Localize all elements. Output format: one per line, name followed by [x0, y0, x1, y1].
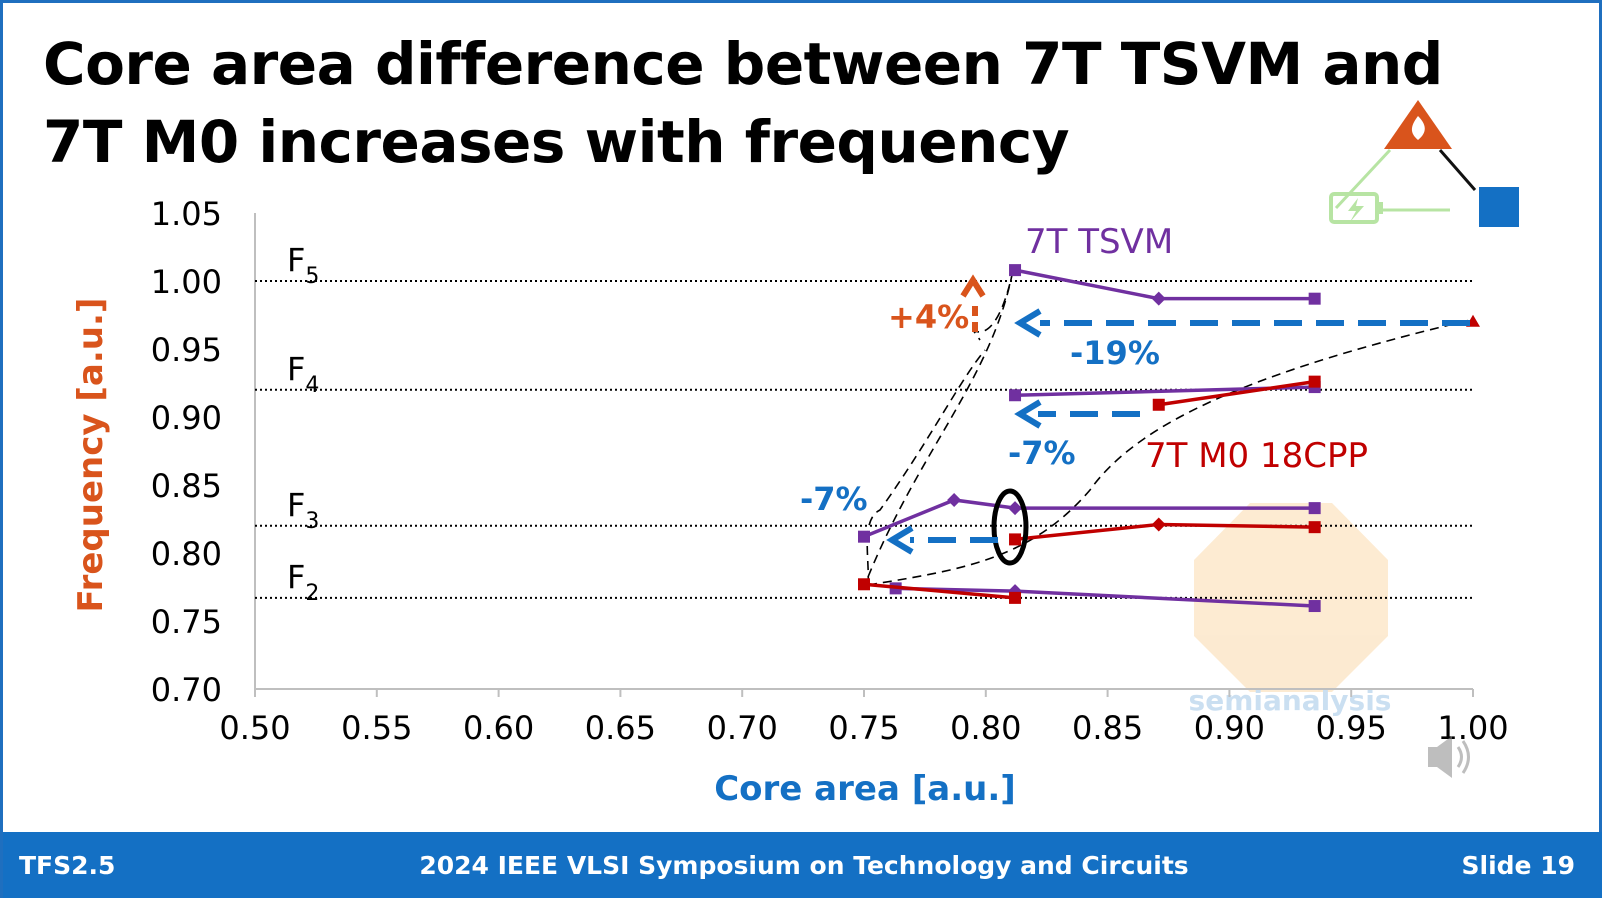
y-tick-label: 0.75 [151, 603, 222, 641]
arrow-19-head [1014, 308, 1042, 338]
logo-icons [1329, 100, 1519, 227]
y-tick-label: 0.90 [151, 399, 222, 437]
envelope-tsvm-left [866, 349, 986, 586]
data-point [1008, 501, 1023, 516]
frequency-level-subscript: 4 [305, 373, 319, 398]
data-point [1009, 533, 1022, 546]
data-point [1151, 291, 1166, 306]
series-line [1014, 268, 1315, 301]
arrow-7b-head [886, 525, 914, 555]
frequency-level-subscript: 5 [305, 264, 319, 289]
series-line [863, 582, 1016, 600]
data-point [1308, 502, 1321, 515]
y-tick-label: 1.00 [151, 263, 222, 301]
slide-title: Core area difference between 7T TSVM and… [43, 30, 1443, 176]
x-tick-label: 0.50 [219, 709, 290, 747]
data-point [947, 492, 962, 507]
arrows [886, 274, 1470, 555]
semianalysis-watermark: semianalysis [1189, 503, 1391, 717]
annotation-plus4: +4% [888, 298, 969, 336]
data-point [1009, 591, 1022, 604]
frequency-area-chart: semianalysis 0.50 0.55 0.60 0.65 0.70 0.75 0.8… [71, 100, 1519, 809]
data-point [858, 578, 870, 591]
x-tick-label: 0.60 [463, 709, 534, 747]
logo-line-right [1438, 149, 1477, 191]
data-point [1308, 521, 1321, 534]
series-line [863, 498, 1315, 539]
data-point [1308, 292, 1321, 305]
battery-tip [1377, 202, 1383, 214]
flame-glyph [1411, 116, 1425, 140]
x-tick-label: 0.80 [950, 709, 1021, 747]
data-point [1009, 264, 1022, 277]
series-lines [858, 264, 1480, 613]
y-tick-label: 1.05 [151, 195, 222, 233]
envelope-m0 [867, 319, 1471, 586]
series-label-tsvm: 7T TSVM [1025, 222, 1173, 262]
x-tick-label: 0.90 [1194, 709, 1265, 747]
y-axis-label: Frequency [a.u.] [71, 298, 111, 613]
bolt-glyph [1348, 198, 1364, 222]
x-tick-label: 0.75 [828, 709, 899, 747]
footer-conference: 2024 IEEE VLSI Symposium on Technology a… [419, 851, 1189, 880]
annotation-minus19: -19% [1070, 334, 1160, 372]
data-point [858, 530, 870, 543]
data-point [1009, 389, 1022, 402]
annotation-minus7-a: -7% [1008, 434, 1076, 472]
arrow-4-head [960, 274, 986, 298]
highlight-ellipse [991, 488, 1029, 566]
x-axis-label: Core area [a.u.] [714, 769, 1016, 809]
x-ticks: 0.50 0.55 0.60 0.65 0.70 0.75 0.80 0.85 0.90 0.95… [219, 689, 1509, 747]
y-tick-label: 0.80 [151, 535, 222, 573]
series-label-m0: 7T M0 18CPP [1145, 436, 1368, 476]
data-point [1151, 517, 1166, 532]
x-tick-label: 0.55 [341, 709, 412, 747]
frequency-level-subscript: 3 [305, 509, 319, 534]
x-tick-label: 0.95 [1316, 709, 1387, 747]
data-point [1152, 398, 1165, 411]
x-tick-label: 0.65 [585, 709, 656, 747]
y-tick-label: 0.95 [151, 331, 222, 369]
speaker-icon[interactable] [1428, 736, 1470, 778]
footer-bar: TFS2.5 2024 IEEE VLSI Symposium on Techn… [3, 832, 1602, 898]
annotation-minus7-b: -7% [800, 480, 868, 518]
data-point [1308, 375, 1321, 388]
y-ticks: 0.70 0.75 0.80 0.85 0.90 0.95 1.00 1.05 [151, 195, 222, 709]
blue-square-icon [1479, 187, 1519, 227]
y-tick-label: 0.85 [151, 467, 222, 505]
arrow-7a-head [1014, 399, 1042, 429]
series-line [1158, 379, 1315, 407]
logo-line-left [1334, 148, 1392, 210]
data-point [1308, 600, 1321, 613]
x-tick-label: 0.70 [707, 709, 778, 747]
y-tick-label: 0.70 [151, 671, 222, 709]
x-tick-label: 0.85 [1072, 709, 1143, 747]
footer-session-id: TFS2.5 [19, 851, 116, 880]
footer-slide-number: Slide 19 [1461, 851, 1576, 880]
frequency-level-subscript: 2 [305, 581, 319, 606]
